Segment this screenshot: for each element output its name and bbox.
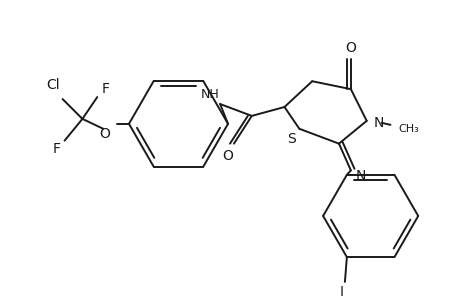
Text: I: I <box>339 285 343 299</box>
Text: F: F <box>52 142 61 156</box>
Text: O: O <box>222 148 233 163</box>
Text: S: S <box>286 132 295 146</box>
Text: F: F <box>101 82 109 96</box>
Text: CH₃: CH₃ <box>397 124 418 134</box>
Text: N: N <box>373 116 383 130</box>
Text: O: O <box>100 127 110 141</box>
Text: N: N <box>355 169 365 183</box>
Text: O: O <box>345 40 356 55</box>
Text: Cl: Cl <box>46 78 59 92</box>
Text: NH: NH <box>201 88 219 100</box>
